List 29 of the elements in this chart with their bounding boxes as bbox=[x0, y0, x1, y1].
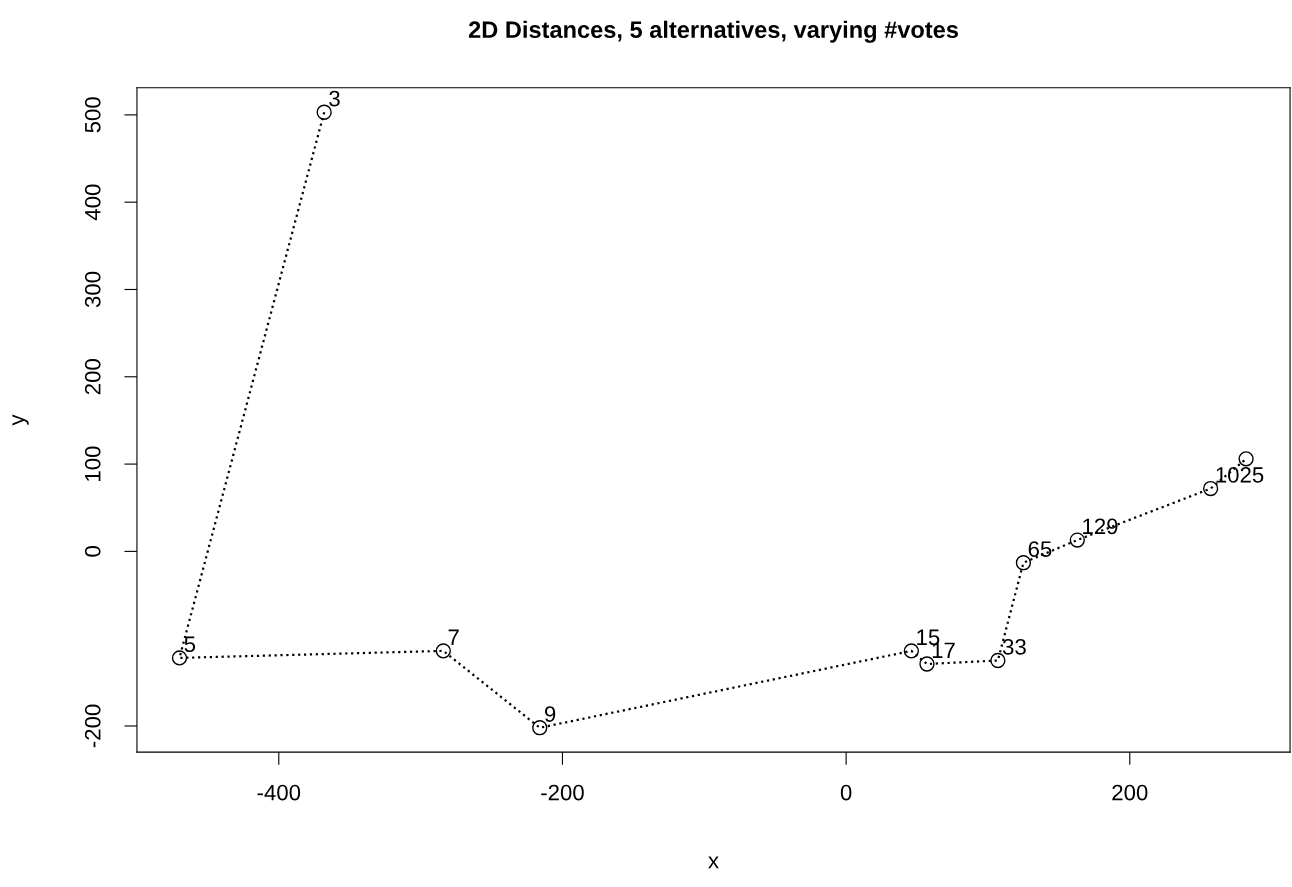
x-axis-title: x bbox=[708, 856, 719, 869]
annotation: 7 bbox=[448, 629, 459, 645]
annotation: 129 bbox=[1083, 518, 1118, 535]
x-tick-label: -400 bbox=[257, 784, 301, 801]
y-tick-label: 100 bbox=[84, 446, 101, 481]
point bbox=[1015, 555, 1032, 571]
y-tick-label: 0 bbox=[84, 546, 101, 557]
y-tick-label: 200 bbox=[84, 359, 101, 395]
point bbox=[1238, 451, 1254, 467]
y-tick-label: 500 bbox=[84, 97, 101, 133]
y-tick-label: 400 bbox=[84, 184, 101, 221]
y-tick-label: -200 bbox=[84, 704, 101, 748]
annotation: 65 bbox=[1028, 541, 1052, 557]
chart-title: 2D Distances, 5 alternatives, varying #votes bbox=[468, 20, 958, 43]
y-axis-title: y bbox=[12, 414, 29, 426]
point bbox=[532, 720, 548, 736]
annotation: 1025 bbox=[1216, 467, 1264, 483]
annotation: 33 bbox=[1002, 638, 1026, 655]
point bbox=[919, 656, 935, 672]
point bbox=[171, 650, 188, 666]
point bbox=[1069, 532, 1085, 548]
annotation: 5 bbox=[184, 636, 196, 653]
point bbox=[435, 643, 451, 659]
x-tick-label: 0 bbox=[840, 784, 852, 801]
y-tick-label: 300 bbox=[84, 271, 101, 308]
annotation: 9 bbox=[544, 706, 556, 722]
annotation: 3 bbox=[329, 90, 340, 107]
x-tick-label: 200 bbox=[1112, 784, 1148, 801]
x-tick-label: -200 bbox=[541, 784, 584, 801]
